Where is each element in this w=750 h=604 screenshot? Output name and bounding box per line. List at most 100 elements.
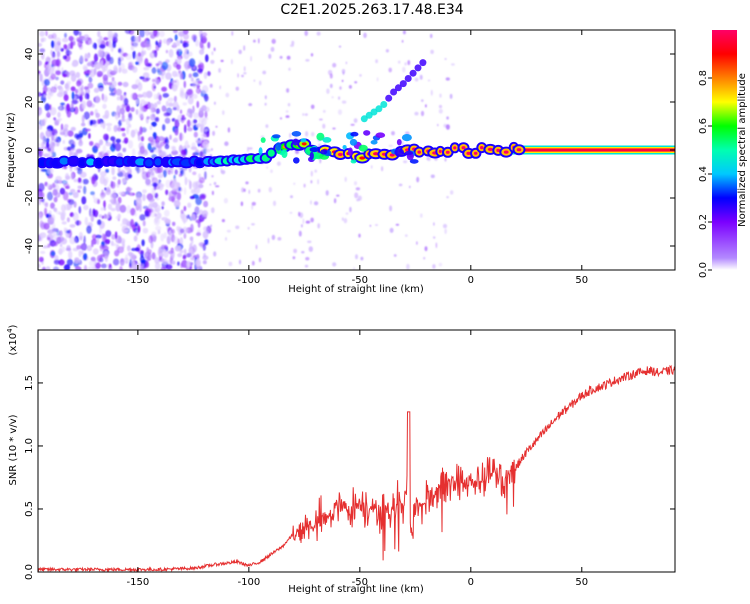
ridge-scatter [258,147,263,156]
noise-speck [79,55,84,63]
noise-speck [425,104,427,108]
noise-speck [38,143,41,147]
noise-speck [102,94,108,103]
noise-speck [177,253,183,258]
noise-speck [137,35,141,43]
noise-speck [292,256,296,260]
noise-speck [161,201,165,206]
colorbar-tick-label: 0.8 [698,70,709,86]
spectrogram-y-label: Frequency (Hz) [6,112,17,188]
noise-speck [161,105,167,112]
noise-speck [288,67,291,71]
main-ridge [38,130,675,169]
noise-speck [353,181,358,186]
noise-speck [96,70,104,77]
noise-speck [338,96,341,100]
noise-speck [85,40,89,45]
noise-speck [333,198,337,204]
noise-speck [188,58,196,68]
noise-speck [117,81,123,86]
noise-speck [189,243,193,250]
noise-speck [72,212,79,222]
noise-speck [209,83,213,88]
noise-speck [322,109,326,113]
noise-speck [86,100,93,108]
noise-speck [159,182,162,187]
noise-speck [424,246,428,252]
noise-speck [139,126,143,135]
noise-speck [83,264,88,270]
noise-speck [84,58,89,62]
noise-speck [404,62,407,66]
noise-speck [435,242,438,249]
ridge-blob-core [496,148,501,152]
noise-speck [54,37,62,44]
noise-speck [58,247,63,255]
noise-speck [47,110,50,117]
noise-speck [112,32,118,38]
noise-speck [53,259,61,265]
noise-speck [276,161,281,166]
noise-speck [40,168,48,172]
noise-speck [182,102,188,106]
noise-speck [162,124,166,131]
noise-speck [189,195,195,200]
noise-speck [71,91,75,101]
noise-speck [172,42,177,48]
noise-speck [133,128,139,134]
noise-speck [144,40,151,48]
noise-speck [123,137,129,144]
branch-blob [375,105,383,113]
noise-speck [180,166,185,175]
upper-branch [360,59,427,123]
noise-speck [304,264,309,268]
branch-blob [360,115,368,123]
noise-speck [38,60,42,67]
noise-speck [45,142,50,149]
noise-speck [148,235,153,244]
noise-speck [58,230,63,237]
noise-speck [95,95,101,104]
noise-speck [92,42,97,49]
noise-speck [241,187,245,193]
branch-blob [390,88,398,96]
noise-speck [406,263,410,270]
noise-speck [258,38,260,44]
ridge-blob [86,158,95,166]
noise-speck [151,231,157,237]
spectrogram-marks [38,30,675,270]
noise-speck [73,152,79,156]
noise-speck [70,41,74,49]
noise-speck [202,230,209,239]
noise-speck [192,182,199,190]
noise-speck [149,201,154,206]
noise-speck [47,236,51,241]
noise-speck [196,232,201,237]
ridge-band-core [519,148,675,152]
noise-speck [145,30,150,37]
noise-speck [264,102,267,106]
noise-speck [308,246,313,252]
noise-speck [99,226,102,235]
noise-speck [107,203,113,210]
noise-speck [211,51,214,56]
noise-speck [119,107,126,115]
noise-speck [190,223,194,233]
noise-speck [279,117,283,120]
noise-speck [88,40,93,45]
ridge-blob [145,159,153,167]
noise-speck [237,73,239,78]
noise-speck [49,107,57,116]
noise-speck [63,44,68,50]
noise-speck [176,40,181,47]
noise-speck [167,250,174,255]
noise-speck [295,149,300,154]
noise-speck [130,92,137,100]
noise-speck [47,191,53,201]
noise-speck [139,30,146,38]
ridge-scatter [409,159,419,164]
noise-speck [47,62,52,69]
noise-speck [137,82,143,91]
noise-speck [120,118,126,123]
noise-speck [110,136,116,142]
